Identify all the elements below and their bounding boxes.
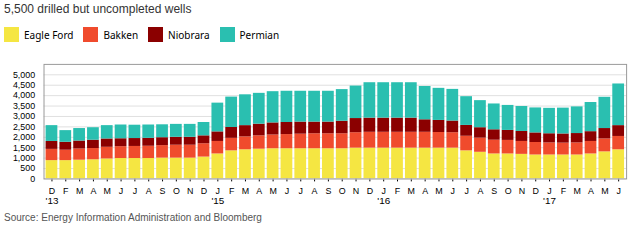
svg-text:500: 500 [20,163,35,173]
svg-text:J: J [285,186,289,196]
svg-text:M: M [104,186,111,196]
svg-text:A: A [256,186,262,196]
svg-text:S: S [325,186,331,196]
svg-text:A: A [422,186,428,196]
svg-text:J: J [381,186,386,197]
svg-text:O: O [339,186,346,196]
html-text:Source: Energy Information Adm: Source: Energy Information Administratio… [4,212,262,223]
svg-text:J: J [133,186,137,196]
html-text:Bakken: Bakken [103,27,139,42]
svg-text:F: F [395,186,401,196]
svg-text:A: A [90,186,96,196]
svg-text:M: M [435,186,442,196]
svg-text:3,000: 3,000 [13,111,35,121]
svg-text:J: J [547,186,552,197]
svg-text:M: M [601,186,608,196]
svg-text:F: F [229,186,235,196]
svg-text:J: J [616,186,620,196]
svg-text:A: A [312,186,318,196]
html-text:5,500 drilled but uncompleted: 5,500 drilled but uncompleted wells [4,2,192,16]
svg-text:'13: '13 [46,195,59,206]
html-text:Eagle Ford: Eagle Ford [24,27,74,42]
svg-text:N: N [187,186,193,196]
svg-text:F: F [561,186,567,196]
svg-text:'16: '16 [377,195,390,206]
svg-text:M: M [76,186,83,196]
svg-text:M: M [242,186,249,196]
svg-text:D: D [533,186,539,196]
svg-text:4,500: 4,500 [13,80,35,90]
svg-text:S: S [491,186,497,196]
svg-text:1,500: 1,500 [13,143,35,153]
html-text:Permian: Permian [239,27,280,42]
svg-text:5,000: 5,000 [13,70,35,80]
svg-text:S: S [160,186,166,196]
svg-text:D: D [201,186,207,196]
svg-text:'15: '15 [211,195,224,206]
svg-text:J: J [119,186,123,196]
svg-text:D: D [48,186,56,197]
svg-text:M: M [408,186,415,196]
svg-text:'17: '17 [543,195,556,206]
svg-text:1,000: 1,000 [13,153,35,163]
html-text:Niobrara: Niobrara [168,27,210,42]
svg-text:2,000: 2,000 [13,132,35,142]
svg-text:M: M [269,186,276,196]
svg-text:A: A [477,186,483,196]
svg-text:J: J [451,186,455,196]
svg-text:F: F [63,186,69,196]
svg-text:N: N [519,186,525,196]
svg-text:2,500: 2,500 [13,122,35,132]
svg-text:A: A [588,186,594,196]
svg-text:D: D [367,186,373,196]
svg-text:O: O [505,186,512,196]
svg-text:J: J [215,186,220,197]
svg-text:J: J [464,186,468,196]
svg-text:O: O [173,186,180,196]
svg-text:4,000: 4,000 [13,90,35,100]
svg-text:M: M [573,186,580,196]
svg-text:3,500: 3,500 [13,101,35,111]
svg-text:A: A [146,186,152,196]
svg-text:N: N [353,186,359,196]
svg-text:0: 0 [30,174,35,184]
svg-text:J: J [299,186,303,196]
